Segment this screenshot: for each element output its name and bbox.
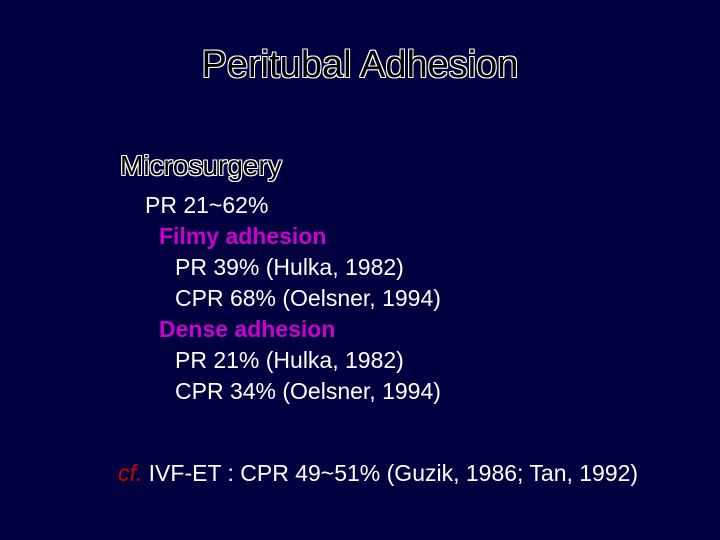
footnote: cf. IVF-ET : CPR 49~51% (Guzik, 1986; Ta… (118, 460, 638, 487)
filmy-pr: PR 39% (Hulka, 1982) (145, 252, 441, 283)
section-heading: Microsurgery (120, 150, 282, 182)
cf-label: cf. (118, 460, 142, 486)
filmy-heading: Filmy adhesion (145, 221, 441, 252)
dense-cpr: CPR 34% (Oelsner, 1994) (145, 376, 441, 407)
line-pr-range: PR 21~62% (145, 190, 441, 221)
filmy-cpr: CPR 68% (Oelsner, 1994) (145, 283, 441, 314)
dense-heading: Dense adhesion (145, 314, 441, 345)
content-block: PR 21~62% Filmy adhesion PR 39% (Hulka, … (145, 190, 441, 407)
footnote-text: IVF-ET : CPR 49~51% (Guzik, 1986; Tan, 1… (142, 460, 638, 486)
slide-title: Peritubal Adhesion (0, 44, 720, 87)
dense-pr: PR 21% (Hulka, 1982) (145, 345, 441, 376)
